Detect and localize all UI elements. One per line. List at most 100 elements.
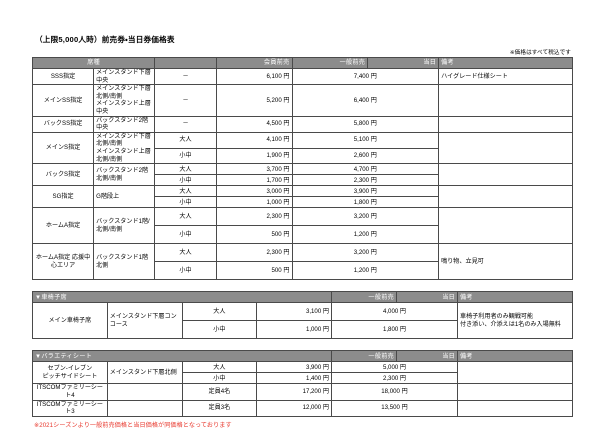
tax-inclusive-note: ※価格はすべて税込です xyxy=(509,50,571,56)
variety-table-header: ▼バラエティシート 一般前売 当日 備考 xyxy=(32,350,573,363)
row-note xyxy=(457,399,573,417)
member-price: 2,300 円 xyxy=(215,243,293,263)
section-spacer-1 xyxy=(32,280,572,291)
row-note xyxy=(438,163,573,187)
age-type: 小中 xyxy=(181,320,258,340)
table-row: ホームA指定 応援中心エリア バックスタンド1階北側 大人 2,300 円 3,… xyxy=(31,243,573,281)
header-note: 備考 xyxy=(438,57,573,69)
seat-description: バックスタンド1階/北側/南側 xyxy=(93,207,156,245)
seat-description: メインスタンド下層 北側/南側 メインスタンド上層 中央 xyxy=(93,84,156,117)
table-row: SSS指定 メインスタンド下層 中央 － 6,100 円 7,400 円 ハイグ… xyxy=(31,67,573,86)
age-type: 大人 xyxy=(181,361,258,374)
general-sameday-price: 5,800 円 xyxy=(291,115,440,133)
member-price: 1,000 円 xyxy=(215,196,293,209)
seat-description: メインスタンド下層北側 xyxy=(106,361,183,385)
general-sameday-price: 1,800 円 xyxy=(331,320,458,340)
seat-name: セブン-イレブン ピッチサイドシート xyxy=(32,361,108,385)
age-type: － xyxy=(154,67,217,86)
general-sameday-price: 3,900 円 xyxy=(291,185,440,198)
row-note: 鳴り物、立見可 xyxy=(438,243,573,281)
general-sameday-price: 4,000 円 xyxy=(331,302,458,322)
main-price-table: 席種 会員前売 一般前売 当日 備考 SSS指定 メインスタンド下層 中央 － … xyxy=(31,57,573,281)
header-member-advance: 会員前売 xyxy=(215,57,293,69)
general-sameday-price: 5,000 円 xyxy=(331,361,458,374)
member-price: 1,700 円 xyxy=(215,174,293,187)
age-type: 大人 xyxy=(181,302,258,322)
age-type: 大人 xyxy=(154,207,217,227)
member-price: 12,000 円 xyxy=(256,399,332,417)
seat-name: バックS指定 xyxy=(31,163,95,187)
age-type: 大人 xyxy=(154,243,217,263)
seat-description: G階段上 xyxy=(93,185,156,209)
table-row: メインS指定 メインスタンド下層 北側/南側 メインスタンド上層 北側/南側 大… xyxy=(31,131,573,165)
variety-section-title: ▼バラエティシート xyxy=(32,350,332,363)
table-row: ホームA指定 バックスタンド1階/北側/南側 大人 2,300 円 3,200 … xyxy=(31,207,573,245)
table-row: バックS指定 バックスタンド2階 北側/南側 大人 3,700 円 4,700 … xyxy=(31,163,573,187)
table-row: セブン-イレブン ピッチサイドシート メインスタンド下層北側 大人 3,900 … xyxy=(32,361,573,385)
header-note: 備考 xyxy=(457,291,573,304)
general-sameday-price: 4,700 円 xyxy=(291,163,440,176)
section-spacer-2 xyxy=(32,339,572,350)
table-row: ITSCOMファミリーシート4 定員4名 17,200 円 18,000 円 xyxy=(32,383,573,401)
seat-name: バックSS指定 xyxy=(31,115,95,133)
row-note: 車椅子利用者のみ観戦可能 付き添い、介添えは1名のみ入場無料 xyxy=(457,302,573,340)
general-sameday-price: 1,200 円 xyxy=(291,225,440,245)
age-type: － xyxy=(154,115,217,133)
age-type: 小中 xyxy=(154,174,217,187)
table-row: SG指定 G階段上 大人 3,000 円 3,900 円 xyxy=(31,185,573,209)
member-price: 5,200 円 xyxy=(215,84,293,117)
wheelchair-table-header: ▼車椅子席 一般前売 当日 備考 xyxy=(32,291,573,304)
row-note xyxy=(438,185,573,209)
header-general-advance: 一般前売 xyxy=(291,57,369,69)
table-row: 小中 1,900 円 2,600 円 xyxy=(33,147,573,165)
header-note: 備考 xyxy=(457,350,573,363)
row-note xyxy=(457,361,573,385)
seat-description: バックスタンド1階北側 xyxy=(93,243,156,281)
seat-description: メインスタンド下層コンコース xyxy=(106,302,183,340)
member-price: 2,300 円 xyxy=(215,207,293,227)
variety-price-table: ▼バラエティシート 一般前売 当日 備考 セブン-イレブン ピッチサイドシート … xyxy=(32,350,573,417)
table-row: 小中 500 円 1,200 円 xyxy=(33,261,573,281)
general-sameday-price: 18,000 円 xyxy=(331,383,458,401)
table-row: バックSS指定 バックスタンド2階 中央 － 4,500 円 5,800 円 xyxy=(31,115,573,133)
row-note xyxy=(457,383,573,401)
seat-name: ホームA指定 応援中心エリア xyxy=(31,243,95,281)
general-sameday-price: 3,200 円 xyxy=(291,243,440,263)
header-general-advance: 一般前売 xyxy=(331,291,397,304)
seat-name: ITSCOMファミリーシート4 xyxy=(32,383,108,401)
general-sameday-price: 13,500 円 xyxy=(331,399,458,417)
general-sameday-price: 3,200 円 xyxy=(291,207,440,227)
row-note xyxy=(438,131,573,165)
member-price: 500 円 xyxy=(215,261,293,281)
table-row: 小中 500 円 1,200 円 xyxy=(33,225,573,245)
row-note: ハイグレード仕様シート xyxy=(438,67,573,86)
age-type: 大人 xyxy=(154,131,217,149)
red-footnote: ※2021シーズンより一般前売価格と当日価格が同価格となっております xyxy=(34,421,232,429)
member-price: 4,500 円 xyxy=(215,115,293,133)
general-sameday-price: 5,100 円 xyxy=(291,131,440,149)
general-sameday-price: 2,600 円 xyxy=(291,147,440,165)
member-price: 4,100 円 xyxy=(215,131,293,149)
general-sameday-price: 2,300 円 xyxy=(331,372,458,385)
row-note xyxy=(438,115,573,133)
table-row: ITSCOMファミリーシート3 定員3名 12,000 円 13,500 円 xyxy=(32,399,573,417)
table-row: メイン車椅子席 メインスタンド下層コンコース 大人 3,100 円 4,000 … xyxy=(32,302,573,340)
row-note xyxy=(438,207,573,245)
age-type: 小中 xyxy=(181,372,258,385)
header-same-day: 当日 xyxy=(396,350,458,363)
seat-name: SSS指定 xyxy=(31,67,95,86)
general-sameday-price: 7,400 円 xyxy=(291,67,440,86)
table-row: 小中 1,000 円 1,800 円 xyxy=(33,196,573,209)
wheelchair-section-title: ▼車椅子席 xyxy=(32,291,332,304)
seat-name: ITSCOMファミリーシート3 xyxy=(32,399,108,417)
age-type: 小中 xyxy=(154,147,217,165)
seat-description: バックスタンド2階 北側/南側 xyxy=(93,163,156,187)
member-price: 6,100 円 xyxy=(215,67,293,86)
seat-name: メインSS指定 xyxy=(31,84,95,117)
general-sameday-price: 6,400 円 xyxy=(291,84,440,117)
age-type: 小中 xyxy=(154,196,217,209)
main-table-header: 席種 会員前売 一般前売 当日 備考 xyxy=(31,57,573,69)
seat-description: メインスタンド下層 中央 xyxy=(93,67,156,86)
seat-description: メインスタンド下層 北側/南側 メインスタンド上層 北側/南側 xyxy=(93,131,156,165)
